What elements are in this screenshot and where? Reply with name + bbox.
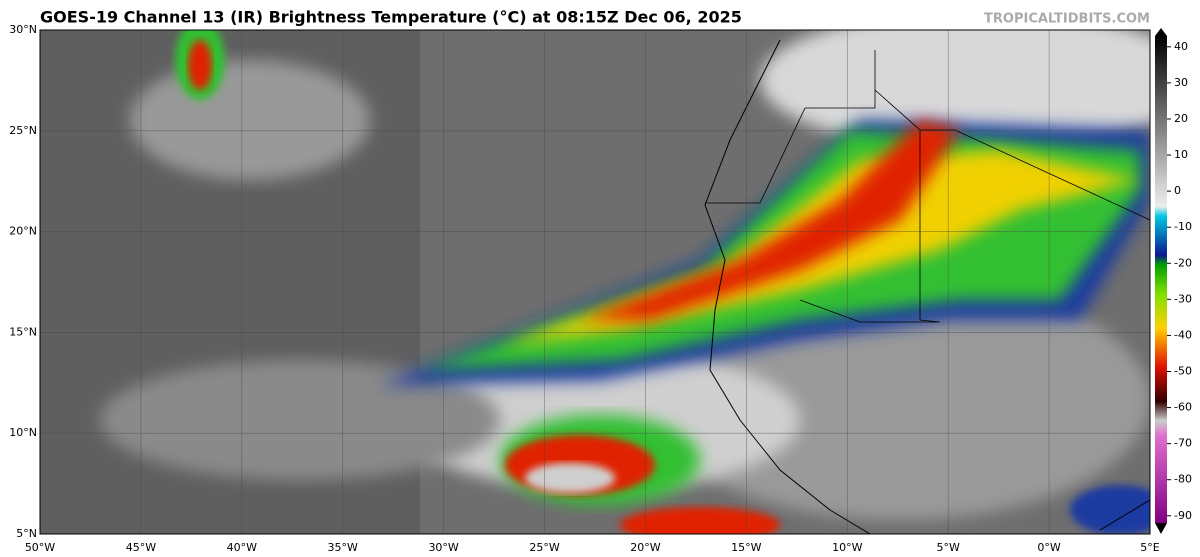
colorbar-label: -50 (1174, 364, 1192, 377)
colorbar-label: -10 (1174, 220, 1192, 233)
colorbar-label: 0 (1174, 184, 1181, 197)
lon-label: 25°W (529, 541, 559, 554)
lon-label: 20°W (630, 541, 660, 554)
imagery (40, 30, 1150, 534)
lon-label: 45°W (126, 541, 156, 554)
lat-label: 10°N (9, 426, 37, 439)
lon-label: 50°W (25, 541, 55, 554)
colorbar-label: -30 (1174, 292, 1192, 305)
colorbar-label: -90 (1174, 509, 1192, 522)
colorbar-label: 10 (1174, 148, 1188, 161)
lon-label: 5°W (936, 541, 959, 554)
lon-label: 10°W (832, 541, 862, 554)
colorbar-label: -80 (1174, 473, 1192, 486)
lat-label: 20°N (9, 225, 37, 238)
colorbar-label: -20 (1174, 256, 1192, 269)
lon-label: 40°W (227, 541, 257, 554)
colorbar-label: 20 (1174, 112, 1188, 125)
lon-label: 5°E (1140, 541, 1159, 554)
lon-label: 0°W (1037, 541, 1060, 554)
lon-label: 30°W (428, 541, 458, 554)
colorbar-label: -70 (1174, 437, 1192, 450)
credit: TROPICALTIDBITS.COM (984, 12, 1150, 27)
colorbar-label: 30 (1174, 76, 1188, 89)
colorbar-label: -60 (1174, 401, 1192, 414)
colorbar (1155, 36, 1167, 523)
lat-label: 30°N (9, 23, 37, 36)
lat-label: 15°N (9, 325, 37, 338)
map-frame (39, 29, 1151, 535)
lat-label: 5°N (16, 527, 37, 540)
colorbar-label: -40 (1174, 328, 1192, 341)
lon-label: 15°W (731, 541, 761, 554)
title: GOES-19 Channel 13 (IR) Brightness Tempe… (40, 8, 742, 27)
lon-label: 35°W (328, 541, 358, 554)
lat-label: 25°N (9, 124, 37, 137)
colorbar-label: 40 (1174, 40, 1188, 53)
